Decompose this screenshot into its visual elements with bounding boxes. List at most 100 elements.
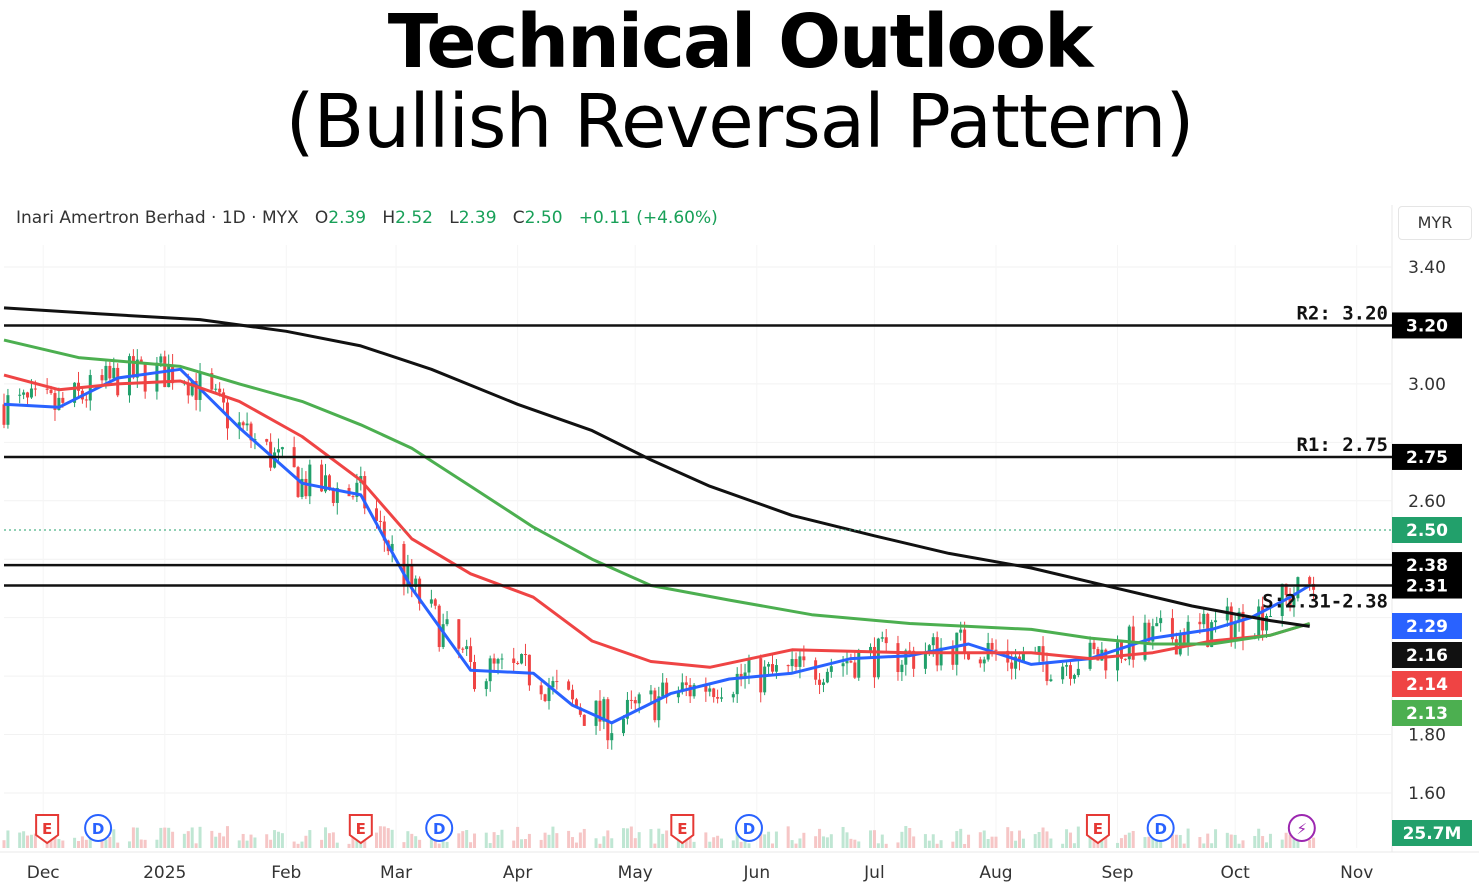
candle-body [1014, 656, 1018, 669]
candle-body [527, 654, 531, 686]
x-tick-label: Feb [271, 863, 301, 882]
candle-body [845, 661, 849, 664]
volume-bar [1041, 827, 1045, 848]
volume-bar [327, 833, 331, 848]
candle-body [265, 439, 269, 442]
volume-bar [735, 829, 739, 848]
volume-bar [84, 839, 88, 848]
volume-bar [637, 832, 641, 848]
volume-bar [1143, 837, 1147, 848]
candle-body [84, 399, 88, 401]
volume-bar [222, 836, 226, 848]
candle-body [1288, 595, 1292, 608]
volume-bar [402, 842, 406, 848]
volume-bar [720, 838, 724, 848]
volume-bar [610, 838, 614, 848]
y-tick-label: 1.60 [1408, 784, 1446, 804]
volume-bar [520, 839, 524, 848]
candle-body [720, 697, 724, 699]
volume-bar [931, 834, 935, 848]
event-marker-label: D [743, 820, 755, 838]
candle-body [872, 646, 876, 678]
volume-bar [469, 842, 473, 848]
volume-bar [1308, 839, 1312, 848]
candle-body [410, 564, 414, 587]
candle-body [465, 646, 469, 650]
candle-body [963, 629, 967, 654]
volume-bar [1261, 836, 1265, 848]
candle-body [500, 658, 504, 660]
candle-body [939, 647, 943, 666]
volume-bar [1284, 832, 1288, 848]
volume-bar [265, 834, 269, 848]
volume-bar [1268, 833, 1272, 848]
candle-body [378, 520, 382, 522]
volume-bar [378, 826, 382, 848]
candle-body [955, 632, 959, 665]
level-tag-label: 3.20 [1406, 316, 1448, 336]
volume-bar [794, 843, 798, 848]
candle-body [982, 659, 986, 664]
candle-body [1068, 665, 1072, 679]
volume-bar [1061, 843, 1065, 848]
open-label: O [314, 208, 329, 228]
high-label: H [382, 208, 396, 228]
candle-body [1092, 642, 1096, 650]
candle-body [610, 733, 614, 741]
volume-bar [225, 826, 229, 848]
volume-bar [441, 840, 445, 848]
candle-body [414, 578, 418, 587]
currency-button[interactable]: MYR [1398, 206, 1472, 240]
candle-body [355, 482, 359, 497]
high-value: 2.52 [395, 208, 433, 228]
volume-bar [1033, 834, 1037, 848]
candle-body [131, 356, 135, 378]
volume-bar [186, 831, 190, 848]
candle-body [990, 642, 994, 650]
volume-bar [543, 832, 547, 848]
volume-bar [763, 834, 767, 848]
candle-body [1045, 661, 1049, 682]
candle-body [73, 382, 77, 403]
candle-body [1123, 658, 1127, 660]
volume-bar [825, 837, 829, 848]
volume-bar [108, 836, 112, 848]
y-tick-label: 1.80 [1408, 726, 1446, 746]
volume-bar [547, 834, 551, 848]
x-tick-label: May [618, 863, 653, 882]
candle-body [602, 699, 606, 722]
volume-bar [218, 832, 222, 848]
candle-body [171, 365, 175, 384]
symbol-legend: Inari Amertron Berhad · 1D · MYX O2.39 H… [16, 208, 718, 228]
volume-bar [884, 843, 888, 848]
volume-bar [1288, 834, 1292, 848]
candle-body [1021, 654, 1025, 662]
candle-body [665, 682, 669, 698]
volume-bar [857, 841, 861, 848]
candle-body [908, 650, 912, 652]
volume-bar [331, 832, 335, 848]
volume-bar [1068, 832, 1072, 848]
volume-bar [1010, 831, 1014, 848]
volume-bar [1049, 838, 1053, 848]
volume-bar [139, 839, 143, 848]
candle-body [441, 624, 445, 648]
candle-body [57, 397, 61, 410]
volume-bar [829, 834, 833, 848]
volume-bar [1065, 829, 1069, 848]
candle-body [735, 673, 739, 695]
candle-body [304, 478, 308, 497]
volume-bar [473, 833, 477, 848]
price-chart[interactable]: 1.60 1.80 2.60 3.00 3.40 Dec 2025 Feb Mar Apr May J… [0, 200, 1479, 882]
volume-bar [786, 826, 790, 848]
volume-bar [194, 843, 198, 848]
volume-bar [555, 833, 559, 848]
volume-bar [622, 828, 626, 848]
volume-bar [582, 828, 586, 848]
x-tick-label: Sep [1102, 863, 1134, 882]
candle-body [374, 508, 378, 521]
volume-bar [900, 831, 904, 848]
volume-bar [88, 832, 92, 848]
volume-bar [1155, 837, 1159, 848]
symbol-name: Inari Amertron Berhad · 1D · MYX [16, 208, 299, 228]
